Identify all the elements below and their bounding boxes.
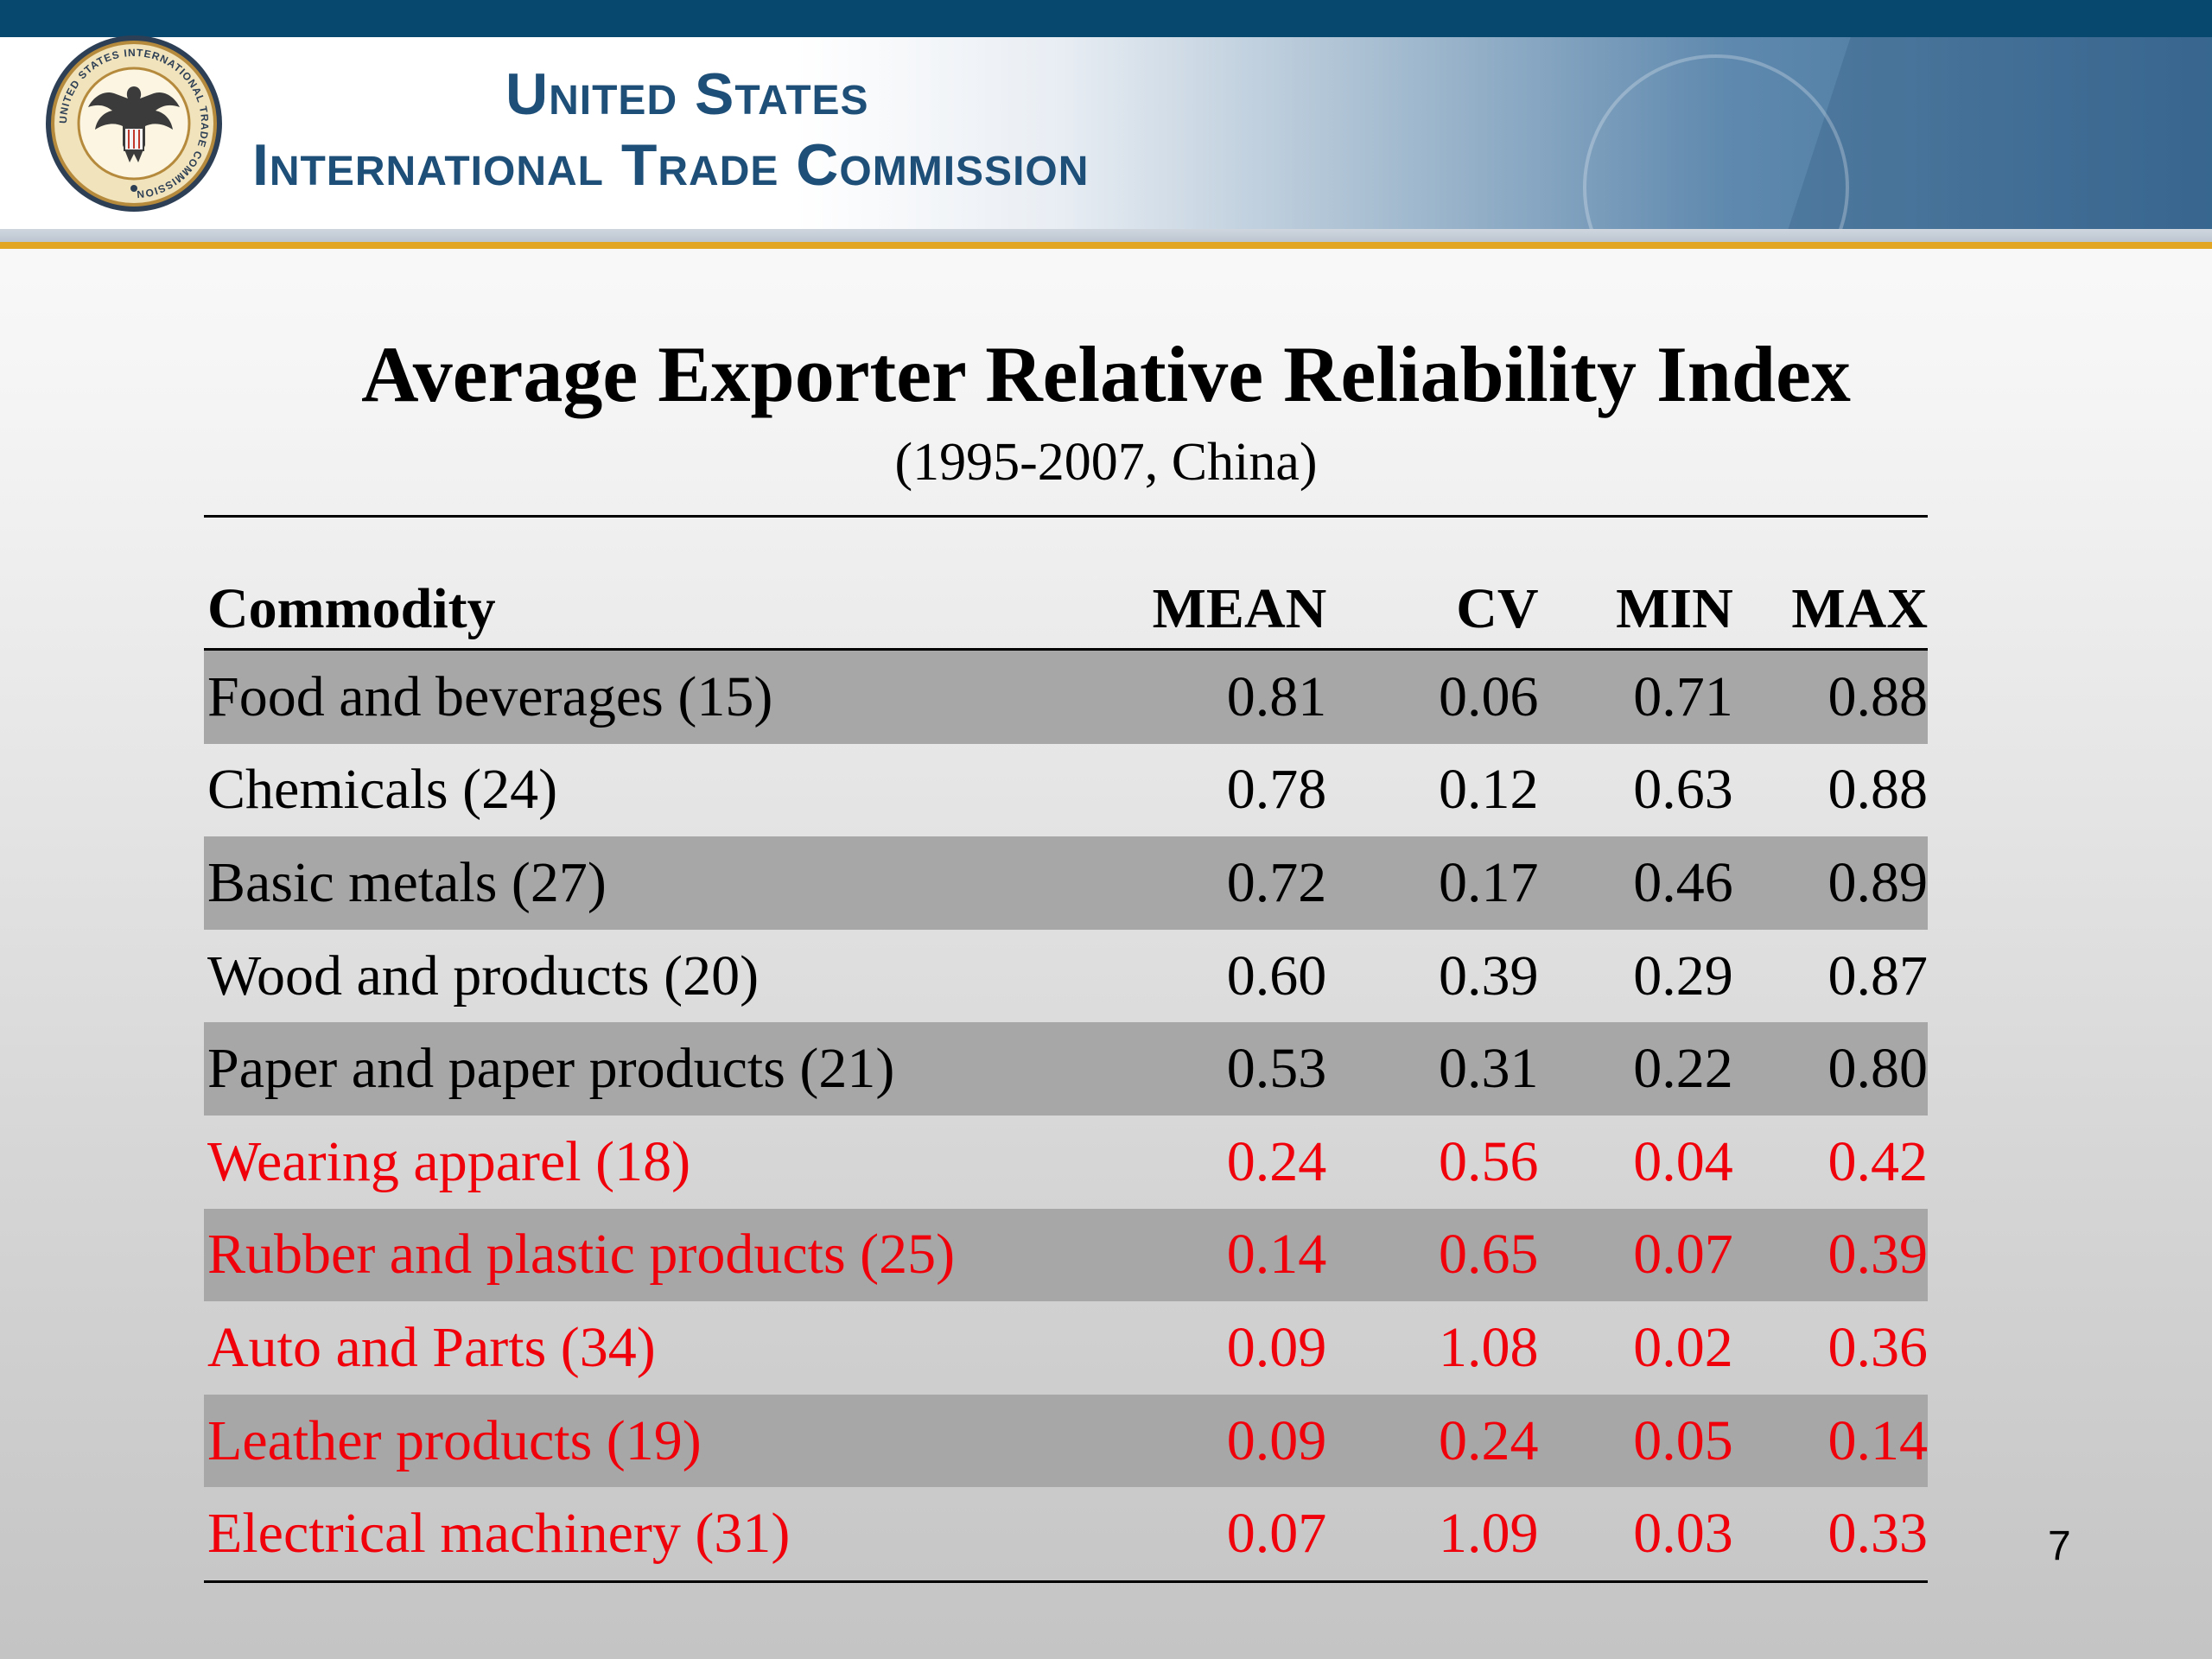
cell-min: 0.05	[1538, 1394, 1733, 1488]
cell-commodity: Rubber and plastic products (25)	[204, 1208, 1069, 1302]
cell-max: 0.80	[1732, 1022, 1928, 1116]
cell-cv: 0.06	[1326, 649, 1539, 744]
cell-min: 0.71	[1538, 649, 1733, 744]
table-header-row: Commodity MEAN CV MIN MAX	[204, 570, 1928, 651]
table-row: Wearing apparel (18) 0.24 0.56 0.04 0.42	[204, 1116, 1928, 1209]
top-bar	[0, 0, 2212, 37]
page-number: 7	[2048, 1523, 2071, 1569]
cell-max: 0.87	[1827, 944, 1929, 1007]
table-row: Rubber and plastic products (25) 0.14 0.…	[204, 1208, 1928, 1302]
table-row: Food and beverages (15) 0.81 0.06 0.71 0…	[204, 649, 1928, 744]
cell-cv: 1.09	[1326, 1487, 1539, 1583]
table-row: Paper and paper products (21) 0.53 0.31 …	[204, 1022, 1928, 1116]
header-cv: CV	[1326, 570, 1539, 651]
cell-min: 0.22	[1538, 1022, 1733, 1116]
slide-title: Average Exporter Relative Reliability In…	[361, 330, 1851, 418]
cell-cv: 0.56	[1439, 1129, 1539, 1193]
cell-max: 0.33	[1732, 1487, 1928, 1583]
cell-min: 0.07	[1538, 1208, 1733, 1302]
table-row: Auto and Parts (34) 0.09 1.08 0.02 0.36	[204, 1301, 1928, 1395]
cell-commodity: Basic metals (27)	[204, 836, 1069, 930]
cell-min: 0.29	[1633, 944, 1733, 1007]
cell-min: 0.03	[1538, 1487, 1733, 1583]
header-commodity: Commodity	[204, 570, 1069, 651]
cell-cv: 0.31	[1326, 1022, 1539, 1116]
cell-mean: 0.53	[1069, 1022, 1327, 1116]
cell-min: 0.46	[1538, 836, 1733, 930]
table-row: Electrical machinery (31) 0.07 1.09 0.03…	[204, 1487, 1928, 1583]
cell-commodity: Wearing apparel (18)	[207, 1129, 691, 1193]
cell-cv: 0.17	[1326, 836, 1539, 930]
reliability-table: Commodity MEAN CV MIN MAX Food and bever…	[204, 570, 1928, 1583]
slide-subtitle: (1995-2007, China)	[894, 433, 1318, 492]
table-row: Basic metals (27) 0.72 0.17 0.46 0.89	[204, 836, 1928, 930]
table-row: Leather products (19) 0.09 0.24 0.05 0.1…	[204, 1394, 1928, 1488]
cell-max: 0.89	[1732, 836, 1928, 930]
cell-commodity: Leather products (19)	[204, 1394, 1069, 1488]
header-mean: MEAN	[1069, 570, 1327, 651]
cell-mean: 0.09	[1226, 1315, 1327, 1379]
cell-commodity: Wood and products (20)	[207, 944, 760, 1007]
cell-mean: 0.24	[1226, 1129, 1327, 1193]
cell-max: 0.88	[1732, 649, 1928, 744]
cell-commodity: Auto and Parts (34)	[207, 1315, 656, 1379]
cell-mean: 0.60	[1226, 944, 1327, 1007]
cell-cv: 0.65	[1326, 1208, 1539, 1302]
cell-mean: 0.78	[1226, 758, 1327, 822]
cell-mean: 0.09	[1069, 1394, 1327, 1488]
cell-mean: 0.72	[1069, 836, 1327, 930]
cell-max: 0.39	[1732, 1208, 1928, 1302]
cell-max: 0.88	[1827, 758, 1929, 822]
cell-min: 0.04	[1633, 1129, 1733, 1193]
org-name-line1: United States	[505, 61, 869, 127]
table-top-rule	[204, 515, 1928, 518]
cell-cv: 1.08	[1439, 1315, 1539, 1379]
header-min: MIN	[1538, 570, 1733, 651]
cell-cv: 0.12	[1439, 758, 1539, 822]
header-gold-rule	[0, 242, 2212, 249]
org-name-line2: International Trade Commission	[252, 132, 1090, 198]
cell-min: 0.02	[1633, 1315, 1733, 1379]
cell-max: 0.42	[1827, 1129, 1929, 1193]
cell-commodity: Food and beverages (15)	[204, 649, 1069, 744]
cell-commodity: Chemicals (24)	[207, 758, 558, 822]
header-max: MAX	[1732, 570, 1928, 651]
table-row: Wood and products (20) 0.60 0.39 0.29 0.…	[204, 930, 1928, 1023]
cell-mean: 0.14	[1069, 1208, 1327, 1302]
cell-max: 0.36	[1827, 1315, 1929, 1379]
cell-commodity: Electrical machinery (31)	[204, 1487, 1069, 1583]
cell-commodity: Paper and paper products (21)	[204, 1022, 1069, 1116]
cell-mean: 0.07	[1069, 1487, 1327, 1583]
usitc-seal-logo: UNITED STATES INTERNATIONAL TRADE COMMIS…	[46, 35, 222, 212]
cell-mean: 0.81	[1069, 649, 1327, 744]
table-row: Chemicals (24) 0.78 0.12 0.63 0.88	[204, 744, 1928, 837]
cell-cv: 0.24	[1326, 1394, 1539, 1488]
cell-cv: 0.39	[1439, 944, 1539, 1007]
cell-max: 0.14	[1732, 1394, 1928, 1488]
header-banner	[0, 37, 2212, 245]
cell-min: 0.63	[1633, 758, 1733, 822]
